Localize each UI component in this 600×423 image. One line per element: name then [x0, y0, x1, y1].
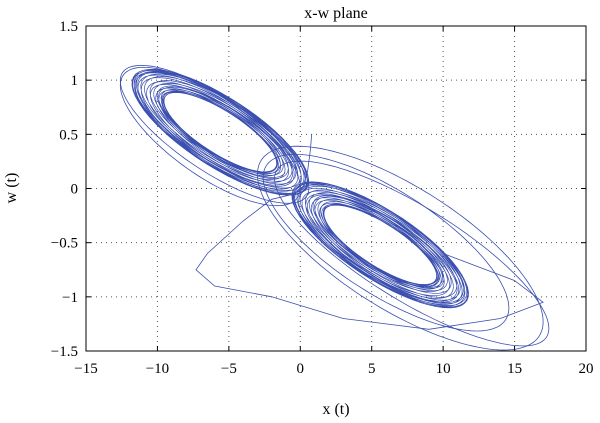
- trajectory-outer-loop: [256, 145, 544, 351]
- x-tick-label: 20: [579, 361, 594, 377]
- y-axis-label: w (t): [3, 173, 20, 204]
- y-tick-label: −1: [62, 290, 78, 306]
- x-tick-label: 15: [507, 361, 522, 377]
- trajectory-outer-loop: [119, 66, 301, 207]
- x-tick-label: −10: [146, 361, 169, 377]
- y-tick-label: 1: [71, 73, 79, 89]
- trajectory-outer-loop: [119, 64, 310, 204]
- y-tick-label: 0: [71, 182, 79, 198]
- y-tick-label: −0.5: [51, 236, 78, 252]
- x-axis-label: x (t): [322, 401, 349, 418]
- y-axis: −1.5 −1 −0.5 0 0.5 1 1.5: [51, 19, 586, 360]
- x-tick-label: 5: [368, 361, 376, 377]
- trajectory-lower-lobe: [291, 181, 469, 309]
- y-tick-label: 1.5: [59, 19, 78, 35]
- trajectory-upper-lobe: [131, 68, 310, 196]
- trajectory: [119, 64, 550, 351]
- trajectory-outer-loop: [274, 160, 550, 347]
- x-tick-label: 0: [297, 361, 305, 377]
- trajectory-transient: [195, 134, 544, 330]
- x-tick-label: −15: [74, 361, 97, 377]
- y-tick-label: 0.5: [59, 127, 78, 143]
- x-tick-label: 10: [436, 361, 451, 377]
- x-tick-label: −5: [221, 361, 237, 377]
- chart-title: x-w plane: [304, 5, 368, 22]
- y-tick-label: −1.5: [51, 344, 78, 360]
- x-axis: −15 −10 −5 0 5 10 15 20: [74, 26, 594, 377]
